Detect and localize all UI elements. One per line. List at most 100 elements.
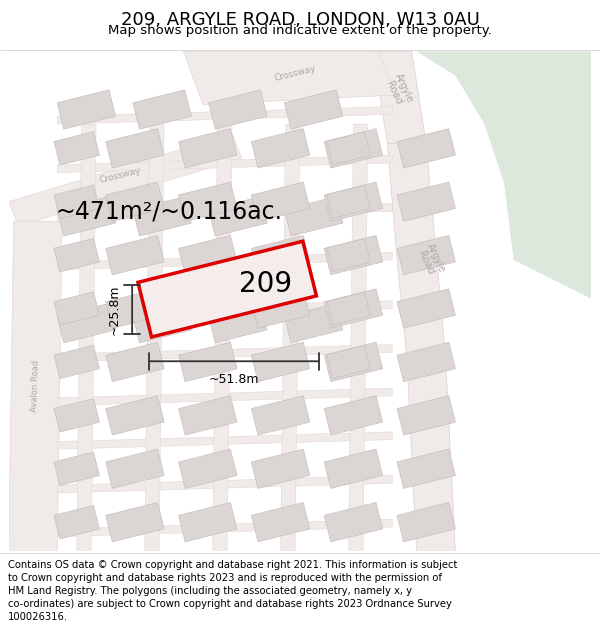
Polygon shape xyxy=(324,182,383,221)
Polygon shape xyxy=(209,197,267,236)
Polygon shape xyxy=(397,129,455,168)
Polygon shape xyxy=(9,134,242,226)
Polygon shape xyxy=(324,396,383,435)
Polygon shape xyxy=(57,197,116,236)
Polygon shape xyxy=(179,182,237,221)
Polygon shape xyxy=(251,236,310,275)
Polygon shape xyxy=(54,506,100,539)
Polygon shape xyxy=(57,90,116,129)
Text: Argyle
Road: Argyle Road xyxy=(383,71,415,109)
Polygon shape xyxy=(327,239,370,272)
Polygon shape xyxy=(251,449,310,488)
Polygon shape xyxy=(106,342,164,382)
Polygon shape xyxy=(251,289,310,328)
Text: 100026316.: 100026316. xyxy=(8,612,68,622)
Text: ~51.8m: ~51.8m xyxy=(209,373,259,386)
Polygon shape xyxy=(57,344,392,362)
Polygon shape xyxy=(373,51,426,144)
Polygon shape xyxy=(133,90,191,129)
Polygon shape xyxy=(57,204,392,221)
Polygon shape xyxy=(57,301,392,318)
Polygon shape xyxy=(324,449,383,488)
Text: co-ordinates) are subject to Crown copyright and database rights 2023 Ordnance S: co-ordinates) are subject to Crown copyr… xyxy=(8,599,452,609)
Text: Argyle
Road: Argyle Road xyxy=(415,241,448,279)
Polygon shape xyxy=(324,236,383,275)
Polygon shape xyxy=(133,304,191,343)
Polygon shape xyxy=(349,124,368,551)
Text: ~471m²/~0.116ac.: ~471m²/~0.116ac. xyxy=(55,199,283,224)
Polygon shape xyxy=(407,357,455,551)
Polygon shape xyxy=(57,253,392,270)
Polygon shape xyxy=(106,396,164,435)
Polygon shape xyxy=(106,503,164,542)
Polygon shape xyxy=(251,129,310,168)
Text: 209: 209 xyxy=(239,270,293,298)
Polygon shape xyxy=(54,452,100,486)
Polygon shape xyxy=(179,503,237,542)
Polygon shape xyxy=(57,519,392,537)
Polygon shape xyxy=(212,124,232,551)
Polygon shape xyxy=(133,197,191,236)
Polygon shape xyxy=(57,155,392,172)
Text: to Crown copyright and database rights 2023 and is reproduced with the permissio: to Crown copyright and database rights 2… xyxy=(8,573,442,583)
Text: Contains OS data © Crown copyright and database right 2021. This information is : Contains OS data © Crown copyright and d… xyxy=(8,560,457,570)
Polygon shape xyxy=(327,132,370,165)
Polygon shape xyxy=(54,132,100,165)
Polygon shape xyxy=(106,129,164,168)
Polygon shape xyxy=(397,342,455,382)
Polygon shape xyxy=(106,236,164,275)
Polygon shape xyxy=(179,342,237,382)
Text: Crossway: Crossway xyxy=(274,64,317,83)
Polygon shape xyxy=(106,449,164,488)
Polygon shape xyxy=(284,197,343,236)
Polygon shape xyxy=(397,289,455,328)
Text: 209, ARGYLE ROAD, LONDON, W13 0AU: 209, ARGYLE ROAD, LONDON, W13 0AU xyxy=(121,11,479,29)
Polygon shape xyxy=(54,238,100,272)
Polygon shape xyxy=(57,432,392,449)
Polygon shape xyxy=(179,396,237,435)
Polygon shape xyxy=(324,289,383,328)
Polygon shape xyxy=(106,289,164,328)
Polygon shape xyxy=(251,342,310,382)
Polygon shape xyxy=(9,221,62,551)
Text: ~25.8m: ~25.8m xyxy=(107,284,121,335)
Polygon shape xyxy=(251,396,310,435)
Polygon shape xyxy=(397,182,455,221)
Polygon shape xyxy=(179,289,237,328)
Text: Avalon Road: Avalon Road xyxy=(29,360,40,413)
Polygon shape xyxy=(57,107,392,124)
Text: Map shows position and indicative extent of the property.: Map shows position and indicative extent… xyxy=(108,24,492,37)
Polygon shape xyxy=(324,342,383,382)
Polygon shape xyxy=(327,346,370,378)
Polygon shape xyxy=(284,304,343,343)
Polygon shape xyxy=(54,399,100,432)
Polygon shape xyxy=(397,449,455,488)
Polygon shape xyxy=(251,503,310,542)
Polygon shape xyxy=(138,241,316,337)
Polygon shape xyxy=(54,345,100,379)
Polygon shape xyxy=(397,503,455,542)
Polygon shape xyxy=(57,304,116,343)
Polygon shape xyxy=(184,51,397,104)
Polygon shape xyxy=(281,124,300,551)
Polygon shape xyxy=(179,449,237,488)
Polygon shape xyxy=(209,304,267,343)
Polygon shape xyxy=(327,292,370,325)
Polygon shape xyxy=(54,185,100,219)
Polygon shape xyxy=(416,51,591,299)
Polygon shape xyxy=(57,476,392,493)
Polygon shape xyxy=(284,90,343,129)
Polygon shape xyxy=(324,129,383,168)
Text: Crossway: Crossway xyxy=(98,166,142,185)
Polygon shape xyxy=(179,236,237,275)
Polygon shape xyxy=(251,182,310,221)
Polygon shape xyxy=(327,185,370,218)
Polygon shape xyxy=(324,503,383,542)
Polygon shape xyxy=(388,144,446,357)
Text: HM Land Registry. The polygons (including the associated geometry, namely x, y: HM Land Registry. The polygons (includin… xyxy=(8,586,412,596)
Polygon shape xyxy=(54,292,100,325)
Polygon shape xyxy=(397,396,455,435)
Polygon shape xyxy=(145,124,164,551)
Polygon shape xyxy=(57,388,392,406)
Polygon shape xyxy=(179,129,237,168)
